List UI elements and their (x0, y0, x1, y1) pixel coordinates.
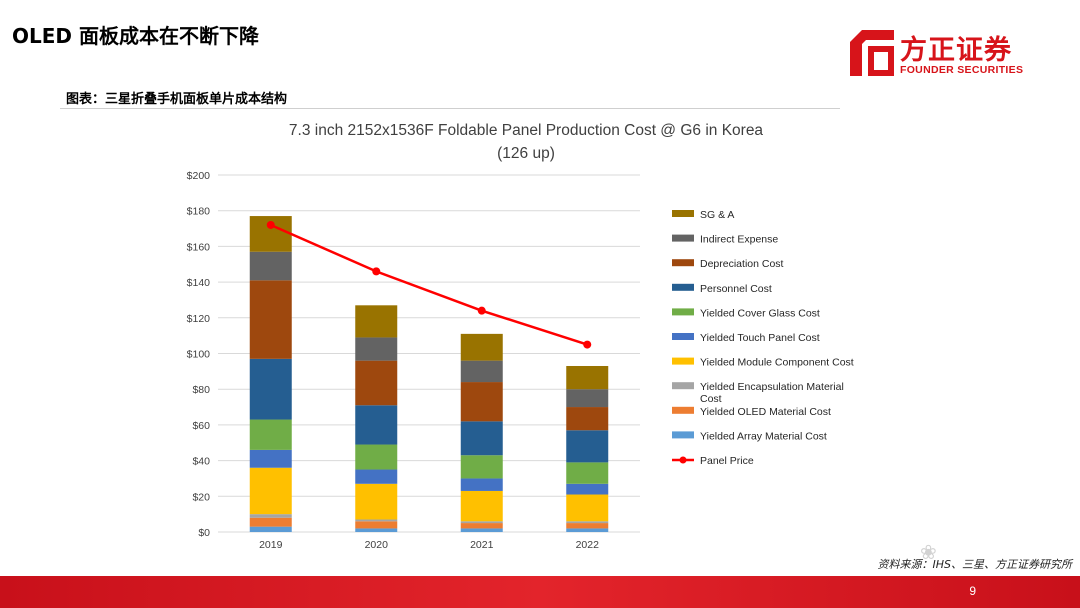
legend-label: Yielded Cover Glass Cost (700, 307, 820, 319)
founder-securities-logo: 方正证券 FOUNDER SECURITIES (850, 28, 1030, 78)
bar-segment (355, 405, 398, 445)
panel-price-point (372, 267, 381, 276)
legend-swatch (672, 406, 694, 414)
bar-segment (249, 517, 292, 527)
figure-caption: 图表：三星折叠手机面板单片成本结构 (66, 92, 288, 107)
legend-label: Yielded Array Material Cost (700, 430, 827, 442)
logo-name-cn: 方正证券 (900, 35, 1012, 66)
y-tick-label: $60 (192, 420, 210, 432)
legend-swatch (672, 234, 694, 242)
bar-segment (460, 478, 503, 491)
legend-label: Yielded Module Component Cost (700, 357, 854, 369)
bar-segment (249, 526, 292, 532)
legend-marker-panel-price (679, 456, 687, 464)
legend-swatch (672, 308, 694, 316)
legend-swatch (672, 283, 694, 291)
bar-segment (355, 469, 398, 484)
bar-segment (460, 523, 503, 529)
bar-segment (566, 389, 609, 408)
bar-segment (460, 382, 503, 422)
caption-divider (60, 108, 840, 109)
x-tick-label: 2021 (470, 539, 494, 551)
bar-segment (566, 521, 609, 524)
bar-segment (460, 521, 503, 524)
y-tick-label: $140 (187, 277, 211, 289)
chart-title: 7.3 inch 2152x1536F Foldable Panel Produ… (289, 122, 764, 139)
bar-segment (460, 528, 503, 532)
page-title: OLED 面板成本在不断下降 (12, 24, 259, 48)
bar-segment (460, 333, 503, 361)
chart-subtitle: (126 up) (497, 145, 555, 162)
logo-name-en: FOUNDER SECURITIES (900, 64, 1024, 76)
bar-segment (566, 365, 609, 390)
panel-price-point (266, 220, 275, 229)
bar-segment (355, 483, 398, 520)
y-tick-label: $120 (187, 313, 211, 325)
bar-segment (460, 421, 503, 456)
x-tick-label: 2022 (576, 539, 600, 551)
panel-price-point (583, 340, 592, 349)
bar-segment (249, 419, 292, 450)
legend-label: Yielded Encapsulation Material Cost (700, 381, 844, 405)
legend-label: Yielded OLED Material Cost (700, 406, 831, 418)
cost-structure-chart: $0 $20 $40 $60 $80 $100 $120 $140 $160 $180 $200 20… (187, 122, 854, 551)
legend-label: Personnel Cost (700, 283, 772, 295)
bar-segment (566, 494, 609, 522)
legend-swatch (672, 333, 694, 340)
legend-label: Depreciation Cost (700, 258, 784, 270)
panel-price-line (270, 223, 588, 346)
y-tick-label: $100 (187, 349, 211, 361)
source-note: 资料来源：IHS、三星、方正证券研究所 (877, 558, 1073, 571)
x-tick-label: 2019 (259, 539, 283, 551)
y-tick-label: $40 (192, 456, 210, 468)
bar-segment (566, 430, 609, 463)
bar-segment (460, 360, 503, 383)
legend-label: Indirect Expense (700, 234, 778, 246)
bar-segment (355, 528, 398, 532)
bar-segment (566, 528, 609, 532)
bar-segment (355, 337, 398, 361)
legend-label: Panel Price (700, 455, 754, 467)
wechat-watermark-icon: ❀ (920, 542, 937, 564)
bar-segment (249, 514, 292, 518)
bar-segment (355, 521, 398, 529)
bar-segment (249, 467, 292, 515)
legend-swatch (672, 259, 694, 267)
legend-swatch (672, 382, 694, 390)
legend-swatch (672, 210, 694, 217)
legend-label: Yielded Touch Panel Cost (700, 332, 820, 344)
bar-segment (249, 449, 292, 468)
y-tick-label: $180 (187, 206, 211, 218)
bar-segment (460, 490, 503, 522)
panel-price-point (477, 306, 486, 315)
bar-segment (355, 305, 398, 338)
legend-label: SG & A (700, 209, 734, 221)
y-tick-label: $20 (192, 491, 210, 503)
footer-band: 9 (0, 576, 1080, 608)
bar-segment (249, 280, 292, 359)
bar-segment (355, 360, 398, 406)
legend-swatch (672, 431, 694, 439)
bar-segment (249, 251, 292, 281)
bar-segment (566, 407, 609, 431)
legend-swatch (672, 357, 694, 365)
y-tick-label: $160 (187, 241, 211, 253)
y-tick-label: $0 (198, 527, 210, 539)
founder-logo-icon (850, 30, 894, 76)
page-number: 9 (969, 584, 976, 598)
y-tick-label: $80 (192, 384, 210, 396)
bar-segment (566, 523, 609, 529)
bar-segment (566, 462, 609, 484)
y-tick-label: $200 (187, 170, 211, 182)
bar-segment (249, 358, 292, 420)
bar-segment (566, 483, 609, 495)
bar-segment (355, 519, 398, 522)
bar-segment (460, 455, 503, 479)
bar-segment (355, 444, 398, 470)
x-tick-label: 2020 (365, 539, 389, 551)
